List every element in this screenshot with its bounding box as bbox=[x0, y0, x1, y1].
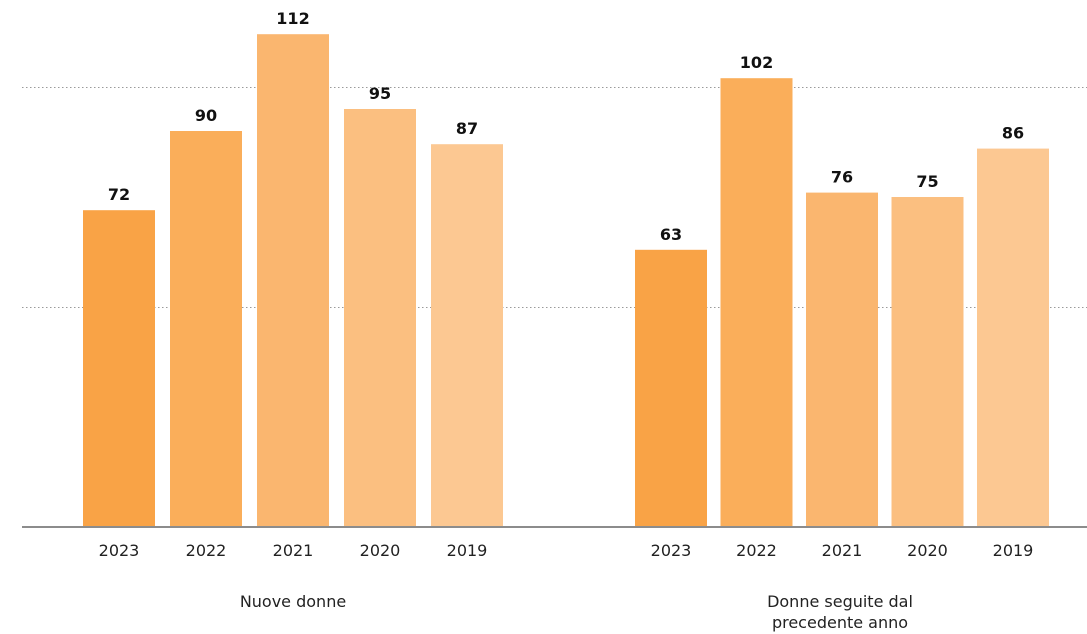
bar-2-2019 bbox=[977, 148, 1049, 527]
x-tick-label: 2023 bbox=[99, 541, 140, 560]
value-label: 63 bbox=[660, 225, 682, 244]
group-label-line: precedente anno bbox=[772, 613, 908, 632]
x-tick-labels: 2023 2022 2021 2020 2019 2023 2022 2021 2020 2019 bbox=[99, 541, 1034, 560]
bar-2-2021 bbox=[806, 192, 878, 527]
x-tick-label: 2019 bbox=[447, 541, 488, 560]
group-label-line: Nuove donne bbox=[240, 592, 346, 611]
group-label-line: Donne seguite dal bbox=[767, 592, 913, 611]
bar-1-2022 bbox=[170, 131, 242, 527]
x-tick-label: 2021 bbox=[822, 541, 863, 560]
value-label: 86 bbox=[1002, 124, 1024, 143]
value-label: 90 bbox=[195, 106, 217, 125]
value-label: 87 bbox=[456, 119, 478, 138]
value-label: 102 bbox=[740, 53, 773, 72]
group-labels: Nuove donne Donne seguite dal precedente a… bbox=[240, 592, 913, 632]
x-tick-label: 2022 bbox=[186, 541, 227, 560]
x-tick-label: 2022 bbox=[736, 541, 777, 560]
bar-1-2020 bbox=[344, 109, 416, 527]
bar-1-2023 bbox=[83, 210, 155, 527]
bar-2-2023 bbox=[635, 249, 707, 528]
x-tick-label: 2020 bbox=[907, 541, 948, 560]
bar-1-2021 bbox=[257, 34, 329, 527]
bar-2-2022 bbox=[720, 78, 793, 527]
bar-2-2020 bbox=[891, 197, 964, 527]
value-label: 75 bbox=[916, 172, 938, 191]
value-label: 76 bbox=[831, 168, 853, 187]
group-label: Nuove donne bbox=[240, 592, 346, 611]
value-label: 72 bbox=[108, 185, 130, 204]
x-tick-label: 2023 bbox=[651, 541, 692, 560]
x-tick-label: 2021 bbox=[273, 541, 314, 560]
value-labels: 72 90 112 95 87 63 102 76 75 86 bbox=[108, 9, 1024, 244]
group-label: Donne seguite dal precedente anno bbox=[767, 592, 913, 632]
x-tick-label: 2019 bbox=[993, 541, 1034, 560]
bars bbox=[83, 34, 1049, 528]
x-tick-label: 2020 bbox=[360, 541, 401, 560]
bar-1-2019 bbox=[431, 144, 503, 527]
value-label: 112 bbox=[276, 9, 309, 28]
value-label: 95 bbox=[369, 84, 391, 103]
